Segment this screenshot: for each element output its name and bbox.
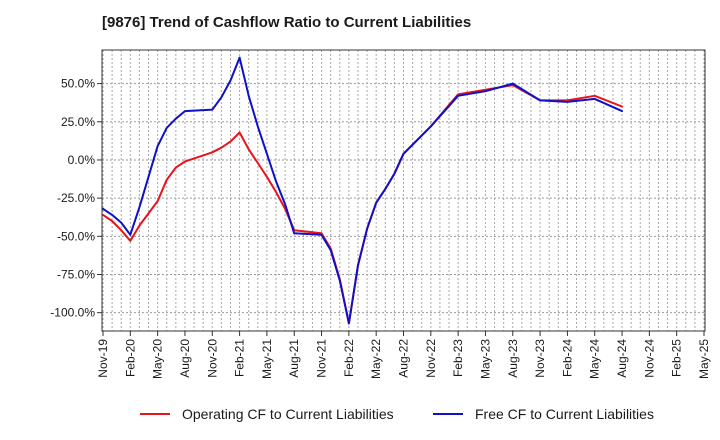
- y-tick-label: -50.0%: [57, 229, 95, 243]
- x-tick-label: Aug-20: [178, 339, 192, 378]
- x-tick-label: Nov-24: [642, 339, 656, 378]
- x-axis: Nov-19 Feb-20 May-20 Aug-20 Nov-20 Feb-21 May-…: [96, 331, 711, 379]
- x-tick-label: Aug-21: [287, 339, 301, 378]
- series-line-free-cf: [102, 56, 623, 325]
- x-tick-label: Nov-22: [424, 339, 438, 378]
- x-tick-label: Nov-21: [315, 339, 329, 378]
- series-lines: [102, 56, 623, 325]
- x-tick-label: Feb-20: [123, 339, 137, 377]
- legend-label-operating-cf: Operating CF to Current Liabilities: [182, 406, 394, 422]
- grid: [102, 50, 705, 331]
- y-axis: 50.0% 25.0% 0.0% -25.0% -50.0% -75.0% -100.0%: [50, 77, 102, 320]
- x-tick-label: May-21: [260, 339, 274, 379]
- x-tick-label: May-25: [697, 339, 711, 379]
- x-tick-label: May-23: [478, 339, 492, 379]
- y-tick-label: 25.0%: [61, 115, 95, 129]
- legend: Operating CF to Current Liabilities Free…: [0, 403, 720, 425]
- y-tick-label: -75.0%: [57, 267, 95, 281]
- legend-label-free-cf: Free CF to Current Liabilities: [475, 406, 654, 422]
- x-tick-label: May-24: [588, 339, 602, 379]
- plot-frame: [101, 49, 706, 332]
- y-tick-label: 50.0%: [61, 77, 95, 91]
- x-tick-label: Nov-20: [205, 339, 219, 378]
- legend-item-free-cf: Free CF to Current Liabilities: [433, 403, 654, 425]
- chart-title: [9876] Trend of Cashflow Ratio to Curren…: [102, 14, 472, 31]
- x-tick-label: Feb-21: [233, 339, 247, 377]
- x-tick-label: May-20: [151, 339, 165, 379]
- series-line-operating-cf: [102, 84, 623, 325]
- x-tick-label: Aug-22: [397, 339, 411, 378]
- x-tick-label: Nov-23: [533, 339, 547, 378]
- legend-swatch-free-cf: [433, 413, 463, 415]
- y-tick-label: -100.0%: [50, 306, 95, 320]
- y-tick-label: 0.0%: [68, 153, 96, 167]
- x-tick-label: Aug-23: [506, 339, 520, 378]
- x-tick-label: Feb-24: [560, 339, 574, 377]
- legend-item-operating-cf: Operating CF to Current Liabilities: [140, 403, 394, 425]
- y-tick-label: -25.0%: [57, 191, 95, 205]
- x-tick-label: Feb-22: [342, 339, 356, 377]
- x-tick-label: May-22: [369, 339, 383, 379]
- x-tick-label: Aug-24: [615, 339, 629, 378]
- legend-swatch-operating-cf: [140, 413, 170, 415]
- x-tick-label: Feb-23: [451, 339, 465, 377]
- x-tick-label: Feb-25: [670, 339, 684, 377]
- x-tick-label: Nov-19: [96, 339, 110, 378]
